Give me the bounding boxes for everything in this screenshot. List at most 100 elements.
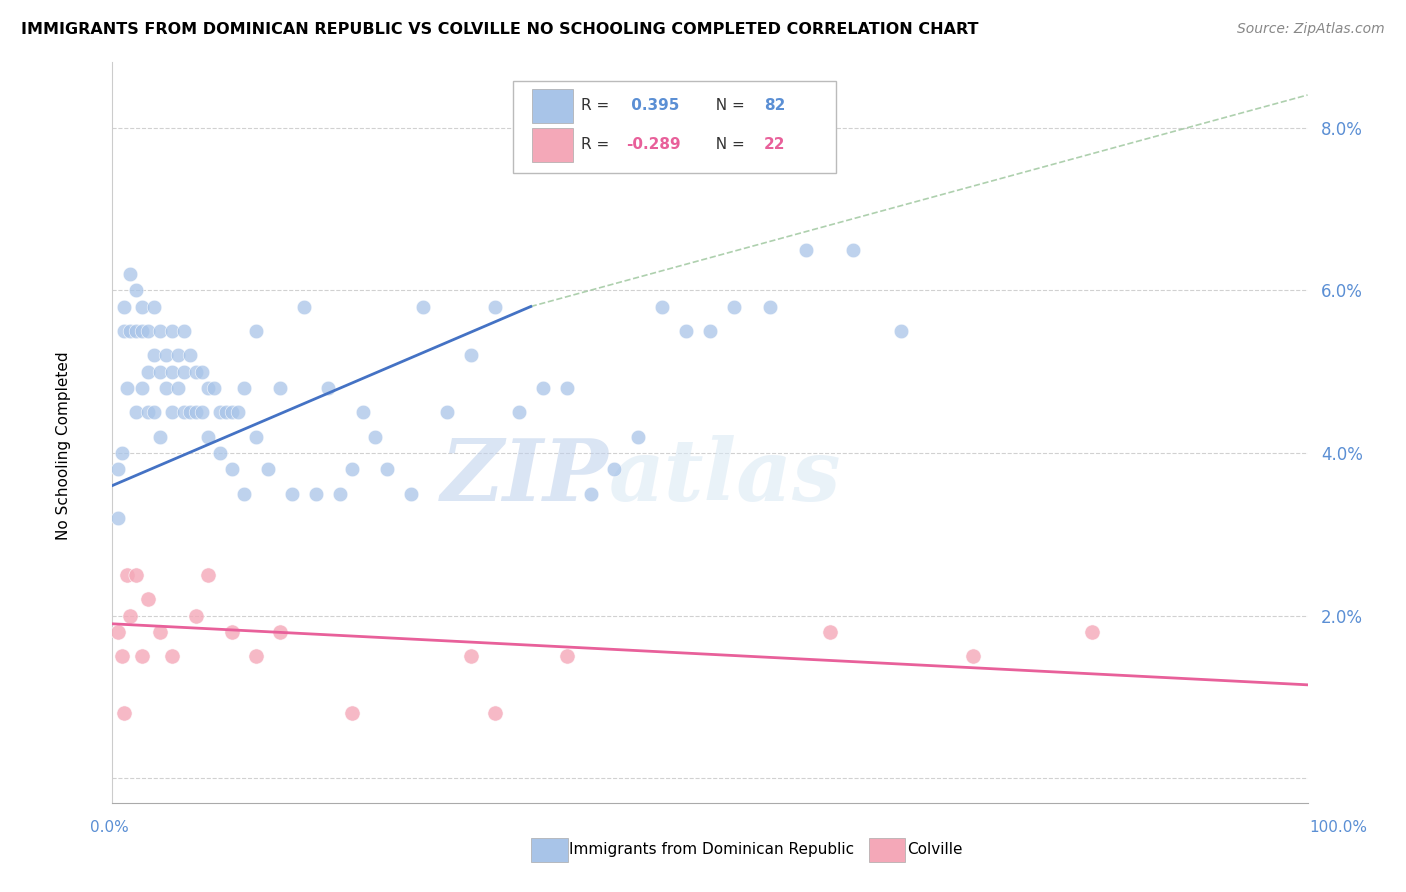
Point <box>531 381 554 395</box>
Point <box>115 381 138 395</box>
Point <box>579 486 602 500</box>
Point <box>412 300 434 314</box>
Point <box>167 348 190 362</box>
Point <box>460 649 482 664</box>
Point <box>114 706 135 721</box>
Text: 0.0%: 0.0% <box>90 821 129 835</box>
Point <box>233 381 256 395</box>
Point <box>759 300 782 314</box>
Point <box>555 649 578 664</box>
Point <box>353 405 375 419</box>
Point <box>107 624 129 639</box>
Point <box>401 486 423 500</box>
Point <box>699 324 721 338</box>
Point <box>149 324 172 338</box>
Point <box>107 511 129 525</box>
Point <box>115 568 138 582</box>
Point <box>179 405 201 419</box>
Point <box>125 324 148 338</box>
Point <box>162 649 183 664</box>
Point <box>364 430 387 444</box>
Text: ZIP: ZIP <box>440 435 609 519</box>
Text: No Schooling Completed: No Schooling Completed <box>56 351 70 541</box>
Point <box>842 243 865 257</box>
Point <box>143 300 166 314</box>
Point <box>257 462 280 476</box>
Point <box>143 348 166 362</box>
Point <box>484 300 506 314</box>
Point <box>138 592 160 607</box>
Point <box>508 405 530 419</box>
Point <box>245 324 267 338</box>
Point <box>155 348 177 362</box>
Point <box>173 405 195 419</box>
Point <box>221 624 243 639</box>
Point <box>125 283 148 297</box>
Point <box>191 405 214 419</box>
Text: 22: 22 <box>763 137 786 153</box>
Point <box>149 365 172 379</box>
Point <box>890 324 912 338</box>
Text: Immigrants from Dominican Republic: Immigrants from Dominican Republic <box>569 842 855 856</box>
Point <box>131 649 153 664</box>
Text: N =: N = <box>706 137 749 153</box>
Point <box>167 381 190 395</box>
Point <box>316 381 339 395</box>
Point <box>340 706 363 721</box>
Point <box>197 430 219 444</box>
Point <box>818 624 841 639</box>
Point <box>131 324 153 338</box>
Text: N =: N = <box>706 98 749 113</box>
Text: 82: 82 <box>763 98 785 113</box>
Point <box>197 568 219 582</box>
Point <box>114 300 135 314</box>
Point <box>120 267 142 281</box>
Point <box>173 324 195 338</box>
FancyBboxPatch shape <box>513 81 835 173</box>
Point <box>305 486 328 500</box>
Point <box>186 405 208 419</box>
Text: Colville: Colville <box>907 842 962 856</box>
Point <box>138 365 160 379</box>
Point <box>186 365 208 379</box>
Point <box>962 649 984 664</box>
Point <box>162 365 183 379</box>
FancyBboxPatch shape <box>531 88 572 122</box>
Text: R =: R = <box>581 98 614 113</box>
Point <box>197 381 219 395</box>
Point <box>209 446 232 460</box>
Point <box>209 405 232 419</box>
Text: -0.289: -0.289 <box>627 137 681 153</box>
Point <box>221 462 243 476</box>
Point <box>245 430 267 444</box>
Point <box>329 486 352 500</box>
Point <box>436 405 458 419</box>
Point <box>269 381 291 395</box>
Point <box>269 624 291 639</box>
Point <box>245 649 267 664</box>
Point <box>143 405 166 419</box>
Point <box>202 381 225 395</box>
Point <box>149 624 172 639</box>
Point <box>131 381 153 395</box>
Point <box>215 405 238 419</box>
Point <box>555 381 578 395</box>
Point <box>794 243 817 257</box>
Point <box>460 348 482 362</box>
Point <box>155 381 177 395</box>
Text: atlas: atlas <box>609 435 841 519</box>
Point <box>173 365 195 379</box>
Point <box>131 300 153 314</box>
Point <box>125 405 148 419</box>
Point <box>111 649 134 664</box>
Point <box>233 486 256 500</box>
Point <box>221 405 243 419</box>
Point <box>484 706 506 721</box>
Point <box>120 608 142 623</box>
Point <box>340 462 363 476</box>
Point <box>723 300 745 314</box>
Point <box>138 324 160 338</box>
Point <box>114 324 135 338</box>
Point <box>226 405 249 419</box>
Text: 100.0%: 100.0% <box>1309 821 1368 835</box>
